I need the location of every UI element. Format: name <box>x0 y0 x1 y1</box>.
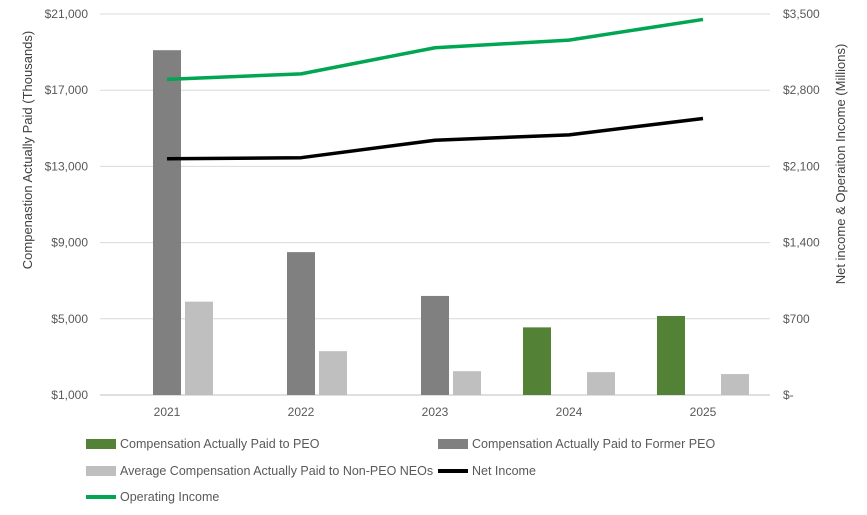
y-right-tick-label: $- <box>783 388 794 402</box>
legend-swatch <box>438 469 468 473</box>
line-series <box>166 17 704 161</box>
legend-item-net-income: Net Income <box>438 464 536 478</box>
bar-average-compensation-actually-paid-to-non-peo-neos <box>319 351 347 395</box>
legend-swatch <box>86 466 116 476</box>
bar-compensation-actually-paid-to-former-peo <box>421 295 449 395</box>
legend-swatch <box>86 439 116 449</box>
y-right-tick-label: $2,100 <box>783 159 820 173</box>
line-net-income <box>166 116 704 161</box>
bar-compensation-actually-paid-to-former-peo <box>287 252 315 395</box>
legend-item-peo: Compensation Actually Paid to PEO <box>86 437 319 451</box>
bar-compensation-actually-paid-to-peo <box>523 327 551 395</box>
legend-swatch <box>438 439 468 449</box>
y-left-tick-label: $13,000 <box>45 159 89 173</box>
y-left-tick-label: $9,000 <box>51 236 88 250</box>
bar-average-compensation-actually-paid-to-non-peo-neos <box>185 301 213 395</box>
y-right-tick-label: $1,400 <box>783 236 820 250</box>
y-right-tick-label: $2,800 <box>783 83 820 97</box>
legend: Compensation Actually Paid to PEO Compen… <box>86 434 786 514</box>
bar-series <box>153 50 749 395</box>
bar-compensation-actually-paid-to-former-peo <box>153 50 181 395</box>
x-tick-label: 2022 <box>288 405 315 419</box>
x-tick-label: 2025 <box>690 405 717 419</box>
legend-swatch <box>86 495 116 499</box>
legend-item-operating-income: Operating Income <box>86 490 219 504</box>
y-left-tick-label: $21,000 <box>45 7 89 21</box>
y-right-tick-label: $700 <box>783 312 810 326</box>
tick-labels: $1,000 $5,000 $9,000 $13,000 $17,000 $21,000 $… <box>45 7 820 419</box>
legend-item-former-peo: Compensation Actually Paid to Former PEO <box>438 437 715 451</box>
bar-average-compensation-actually-paid-to-non-peo-neos <box>453 371 481 395</box>
y-axis-right-title: Net income & Operaiton Income (Millions) <box>833 44 848 285</box>
y-left-tick-label: $17,000 <box>45 83 89 97</box>
legend-label: Compensation Actually Paid to Former PEO <box>472 437 716 451</box>
line-operating-income <box>166 17 704 82</box>
legend-item-non-peo-neos: Average Compensation Actually Paid to No… <box>86 464 433 478</box>
legend-label: Net Income <box>472 464 536 478</box>
bar-average-compensation-actually-paid-to-non-peo-neos <box>721 374 749 395</box>
x-tick-label: 2024 <box>556 405 583 419</box>
y-left-tick-label: $5,000 <box>51 312 88 326</box>
legend-label: Compensation Actually Paid to PEO <box>120 437 320 451</box>
legend-label: Operating Income <box>120 490 220 504</box>
x-tick-label: 2023 <box>422 405 449 419</box>
x-tick-label: 2021 <box>154 405 181 419</box>
y-right-tick-label: $3,500 <box>783 7 820 21</box>
y-left-tick-label: $1,000 <box>51 388 88 402</box>
bar-compensation-actually-paid-to-peo <box>657 315 685 395</box>
y-axis-left-title: Compenastion Actually Paid (Thousands) <box>20 31 35 269</box>
bar-average-compensation-actually-paid-to-non-peo-neos <box>587 372 615 395</box>
legend-label: Average Compensation Actually Paid to No… <box>120 464 434 478</box>
